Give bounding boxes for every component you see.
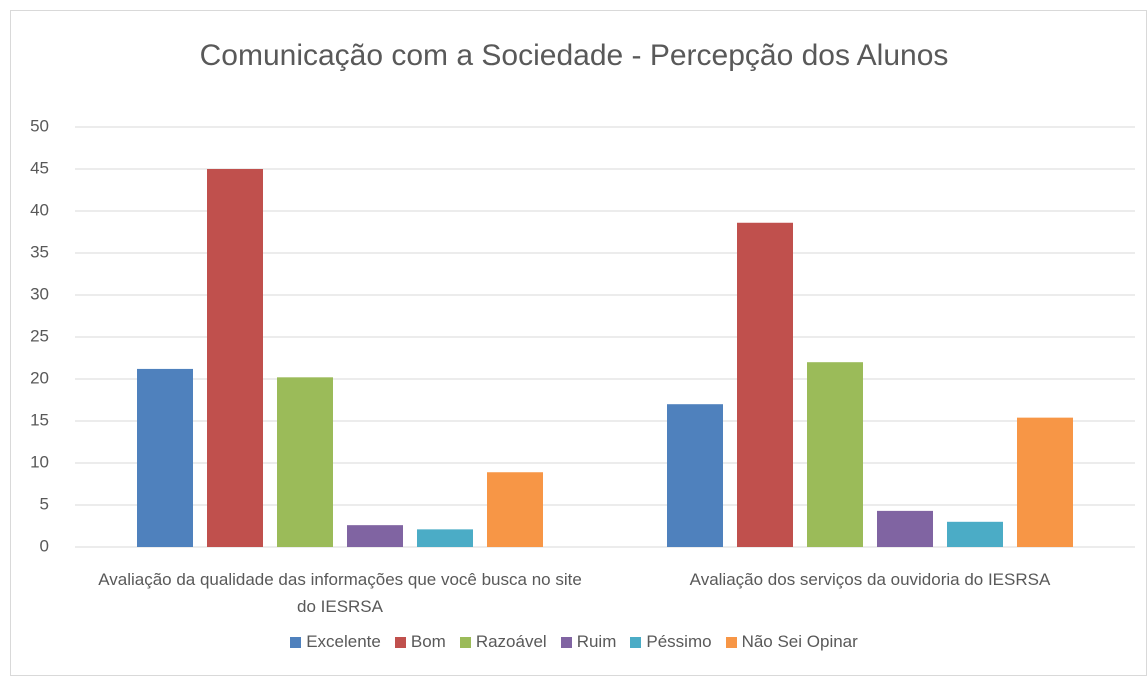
legend-item: Ruim xyxy=(560,632,617,652)
bar xyxy=(487,472,543,547)
y-tick-label: 5 xyxy=(40,494,49,513)
chart-title: Comunicação com a Sociedade - Percepção … xyxy=(200,39,949,72)
y-tick-label: 0 xyxy=(40,536,49,555)
bar xyxy=(947,521,1003,547)
legend-label: Não Sei Opinar xyxy=(741,632,858,651)
y-tick-label: 40 xyxy=(30,200,49,219)
legend-item: Não Sei Opinar xyxy=(725,632,858,652)
legend-swatch xyxy=(560,636,572,648)
legend-swatch xyxy=(290,636,302,648)
legend-label: Razoável xyxy=(475,632,547,651)
bar xyxy=(877,510,933,547)
legend-item: Razoável xyxy=(459,632,547,652)
legend-swatch xyxy=(459,636,471,648)
x-tick-label: Avaliação dos serviços da ouvidoria do I… xyxy=(689,570,1051,589)
legend-item: Bom xyxy=(394,632,446,652)
y-tick-label: 30 xyxy=(30,284,49,303)
legend-swatch xyxy=(725,636,737,648)
legend: Excelente Bom Razoável Ruim Péssimo Não Sei O… xyxy=(0,632,1148,652)
legend-swatch xyxy=(394,636,406,648)
chart-border xyxy=(10,10,1147,676)
bar xyxy=(667,404,723,547)
bar xyxy=(1017,417,1073,547)
y-tick-label: 10 xyxy=(30,452,49,471)
y-tick-label: 15 xyxy=(30,410,49,429)
legend-label: Excelente xyxy=(306,632,381,651)
bar xyxy=(807,362,863,547)
bar xyxy=(137,368,193,547)
legend-swatch xyxy=(630,636,642,648)
y-tick-label: 50 xyxy=(30,116,49,135)
bar xyxy=(737,222,793,547)
bar xyxy=(207,169,263,547)
y-tick-label: 45 xyxy=(30,158,49,177)
y-tick-label: 35 xyxy=(30,242,49,261)
legend-item: Excelente xyxy=(290,632,381,652)
y-tick-label: 20 xyxy=(30,368,49,387)
bar xyxy=(417,529,473,547)
bar xyxy=(277,377,333,547)
legend-label: Péssimo xyxy=(646,632,712,651)
x-tick-label: Avaliação da qualidade das informações q… xyxy=(98,570,582,616)
bar xyxy=(347,525,403,547)
legend-item: Péssimo xyxy=(630,632,712,652)
legend-label: Bom xyxy=(410,632,446,651)
y-tick-label: 25 xyxy=(30,326,49,345)
legend-label: Ruim xyxy=(576,632,617,651)
